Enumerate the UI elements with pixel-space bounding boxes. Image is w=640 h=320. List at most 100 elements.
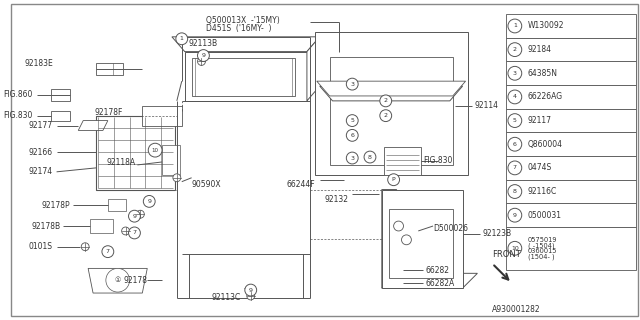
Bar <box>506 204 636 227</box>
Text: 92116C: 92116C <box>527 187 557 196</box>
Text: P: P <box>392 177 396 182</box>
Polygon shape <box>88 268 147 293</box>
Text: 64385N: 64385N <box>527 69 557 78</box>
Text: 9: 9 <box>202 53 205 58</box>
Bar <box>506 85 636 109</box>
Circle shape <box>508 137 522 151</box>
Text: 9: 9 <box>513 213 517 218</box>
Circle shape <box>129 227 140 239</box>
Bar <box>506 156 636 180</box>
Bar <box>506 132 636 156</box>
Text: 8: 8 <box>513 189 516 194</box>
Text: 92178F: 92178F <box>94 108 123 117</box>
Text: FIG.830: FIG.830 <box>4 111 33 120</box>
Circle shape <box>508 161 522 175</box>
Text: 66244F: 66244F <box>286 180 315 189</box>
Text: 7: 7 <box>106 249 110 254</box>
Circle shape <box>143 196 155 207</box>
Bar <box>191 59 295 96</box>
Circle shape <box>346 115 358 126</box>
Circle shape <box>106 268 129 292</box>
Text: 92178B: 92178B <box>31 221 61 230</box>
Text: 6: 6 <box>350 133 354 138</box>
Circle shape <box>508 185 522 198</box>
Text: 90590X: 90590X <box>191 180 221 189</box>
Circle shape <box>346 152 358 164</box>
Circle shape <box>148 143 162 157</box>
Text: 0474S: 0474S <box>527 164 552 172</box>
Circle shape <box>173 174 180 182</box>
Text: FIG.830: FIG.830 <box>423 156 452 165</box>
Text: 92113B: 92113B <box>189 39 218 48</box>
Text: Q860004: Q860004 <box>527 140 563 149</box>
Text: 92132: 92132 <box>324 195 348 204</box>
Text: 8: 8 <box>368 155 372 160</box>
Circle shape <box>81 243 89 251</box>
Text: D451S  ('16MY-  ): D451S ('16MY- ) <box>206 24 272 33</box>
Text: 9: 9 <box>132 214 136 219</box>
Polygon shape <box>90 219 113 233</box>
Text: 2: 2 <box>384 98 388 103</box>
Text: 66282A: 66282A <box>425 279 454 288</box>
Polygon shape <box>96 63 123 75</box>
Text: 7: 7 <box>513 165 517 170</box>
Text: 9: 9 <box>147 199 151 204</box>
Text: 5: 5 <box>350 118 354 123</box>
Text: 2: 2 <box>384 113 388 118</box>
Text: 10: 10 <box>511 246 518 251</box>
Polygon shape <box>142 106 182 125</box>
Text: 66282: 66282 <box>425 266 449 275</box>
Text: 92177: 92177 <box>29 121 52 130</box>
Bar <box>315 32 468 175</box>
Bar <box>330 57 452 165</box>
Text: 3: 3 <box>513 71 517 76</box>
Circle shape <box>198 50 209 61</box>
Text: 92178: 92178 <box>124 276 147 285</box>
Bar <box>506 227 636 269</box>
Circle shape <box>401 235 412 245</box>
Bar <box>506 109 636 132</box>
Circle shape <box>364 151 376 163</box>
Text: 2: 2 <box>513 47 517 52</box>
Text: 92123B: 92123B <box>483 229 511 238</box>
Circle shape <box>129 210 140 222</box>
Text: 92184: 92184 <box>527 45 552 54</box>
Text: (1504- ): (1504- ) <box>527 253 554 260</box>
Polygon shape <box>382 189 397 288</box>
Circle shape <box>508 66 522 80</box>
Polygon shape <box>307 37 320 101</box>
Text: 92174: 92174 <box>29 167 52 176</box>
Circle shape <box>247 292 255 300</box>
Polygon shape <box>78 121 108 131</box>
Text: 0500031: 0500031 <box>527 211 562 220</box>
Circle shape <box>346 130 358 141</box>
Text: 92113C: 92113C <box>211 293 241 302</box>
Polygon shape <box>317 81 465 96</box>
Polygon shape <box>172 37 320 52</box>
Text: 4: 4 <box>513 94 517 100</box>
Text: W130092: W130092 <box>527 21 564 30</box>
Text: 0360015: 0360015 <box>527 248 557 254</box>
Circle shape <box>508 90 522 104</box>
Text: 3: 3 <box>350 156 355 161</box>
Text: 6: 6 <box>513 142 516 147</box>
Circle shape <box>508 114 522 127</box>
Text: 92118A: 92118A <box>106 158 136 167</box>
Text: 66226AG: 66226AG <box>527 92 563 101</box>
Text: 0575019: 0575019 <box>527 237 557 243</box>
Polygon shape <box>320 86 463 101</box>
Text: Q500013X  -'15MY): Q500013X -'15MY) <box>206 16 280 25</box>
Text: 92117: 92117 <box>527 116 552 125</box>
Text: 7: 7 <box>132 230 136 236</box>
Text: 1: 1 <box>180 36 184 41</box>
Circle shape <box>122 227 129 235</box>
Text: FRONT: FRONT <box>492 250 521 259</box>
Circle shape <box>380 95 392 107</box>
Bar <box>384 147 421 175</box>
Circle shape <box>102 246 114 258</box>
Text: 10: 10 <box>152 148 159 153</box>
Text: 92166: 92166 <box>29 148 52 156</box>
Bar <box>506 180 636 204</box>
Circle shape <box>136 210 144 218</box>
Text: 92114: 92114 <box>474 101 499 110</box>
